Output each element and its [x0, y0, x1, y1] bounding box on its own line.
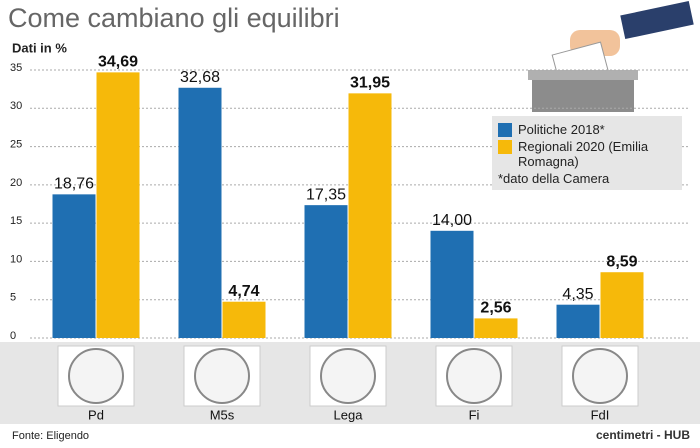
- value-label: 2,56: [480, 300, 511, 317]
- legend-note: *dato della Camera: [498, 171, 610, 186]
- x-tick-label: Fi: [469, 407, 480, 422]
- x-tick-label: Lega: [334, 407, 364, 422]
- chart-title: Come cambiano gli equilibri: [8, 3, 340, 33]
- y-tick-label: 0: [10, 330, 16, 342]
- legend-label: Regionali 2020 (Emilia Romagna): [518, 139, 649, 169]
- bar: [52, 194, 96, 338]
- bar: [430, 230, 474, 338]
- x-tick-label: M5s: [210, 407, 235, 422]
- legend-swatch: [498, 123, 512, 137]
- bar: [178, 87, 222, 338]
- y-tick-label: 35: [10, 62, 22, 74]
- value-label: 31,95: [350, 75, 390, 92]
- bar: [96, 72, 140, 338]
- value-label: 32,68: [180, 69, 220, 86]
- legend-item: Regionali 2020 (Emilia Romagna): [498, 139, 676, 169]
- value-label: 4,74: [228, 283, 259, 300]
- legend-swatch: [498, 140, 512, 154]
- value-label: 18,76: [54, 176, 94, 193]
- y-tick-label: 15: [10, 215, 22, 227]
- value-label: 34,69: [98, 54, 138, 71]
- value-label: 17,35: [306, 186, 346, 203]
- party-logo: [446, 348, 502, 404]
- party-logo: [68, 348, 124, 404]
- bar: [348, 93, 392, 339]
- value-label: 8,59: [606, 253, 637, 270]
- y-tick-label: 30: [10, 100, 22, 112]
- ballot-illustration: [528, 0, 694, 112]
- x-tick-label: Pd: [88, 407, 104, 422]
- legend-item: Politiche 2018*: [498, 122, 676, 137]
- y-tick-label: 10: [10, 253, 22, 265]
- bar: [556, 304, 600, 338]
- source: Fonte: Eligendo: [12, 430, 89, 442]
- y-tick-label: 25: [10, 138, 22, 150]
- y-tick-label: 20: [10, 177, 22, 189]
- bar: [222, 301, 266, 338]
- value-label: 14,00: [432, 212, 472, 229]
- x-tick-label: FdI: [591, 407, 610, 422]
- legend-label: Politiche 2018*: [518, 122, 605, 137]
- credit: centimetri - HUB: [596, 428, 690, 442]
- y-axis-label: Dati in %: [12, 40, 67, 55]
- legend: Politiche 2018* Regionali 2020 (Emilia Ro…: [492, 116, 682, 190]
- bar: [304, 205, 348, 338]
- party-logo: [320, 348, 376, 404]
- value-label: 4,35: [562, 286, 593, 303]
- y-tick-label: 5: [10, 292, 16, 304]
- party-logo: [572, 348, 628, 404]
- bar: [600, 272, 644, 338]
- bar: [474, 318, 518, 338]
- party-logo: [194, 348, 250, 404]
